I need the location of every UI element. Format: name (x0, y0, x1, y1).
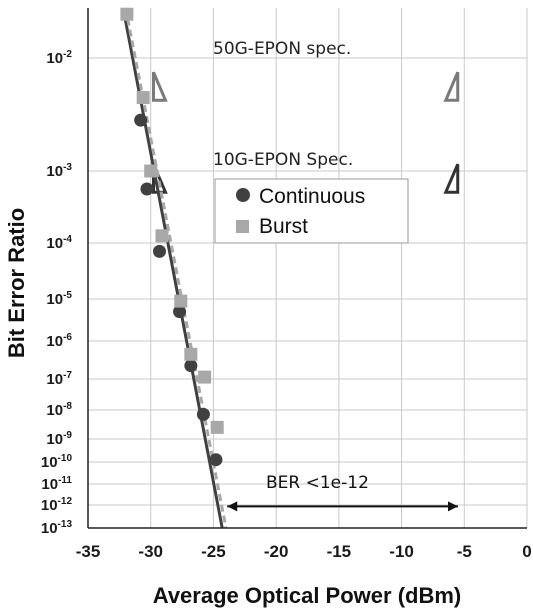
x-tick-label: -5 (457, 542, 472, 561)
y-axis-title: Bit Error Ratio (4, 208, 29, 358)
data-point-continuous (134, 113, 148, 127)
legend-label-continuous: Continuous (259, 185, 365, 208)
legend-marker-continuous (236, 188, 250, 202)
spec-label-10g: 10G-EPON Spec. (213, 150, 353, 170)
data-point-continuous (140, 182, 154, 196)
x-tick-label: -30 (138, 542, 163, 561)
y-tick-label: 10-2 (46, 49, 72, 67)
legend-label-burst: Burst (259, 215, 308, 238)
fit-lines (121, 7, 228, 529)
spec-10g-marker-right (443, 163, 460, 194)
y-tick-label: 10-8 (46, 401, 72, 419)
grid (87, 8, 528, 529)
y-tick-label: 10-13 (41, 519, 73, 537)
y-tick-label: 10-11 (41, 475, 72, 493)
data-point-burst (184, 347, 198, 361)
spec-label-50g: 50G-EPON spec. (213, 39, 351, 59)
data-point-continuous (209, 453, 223, 467)
spec-50g-marker-right (443, 71, 460, 102)
x-axis-title: Average Optical Power (dBm) (153, 583, 461, 608)
y-tick-label: 10-6 (46, 332, 72, 350)
x-tick-label: -35 (76, 542, 101, 561)
ber-arrow-head-right (448, 501, 459, 512)
fit-line-continuous (121, 7, 224, 529)
data-point-continuous (184, 359, 198, 373)
data-point-burst (210, 420, 224, 434)
data-point-burst (120, 7, 134, 21)
y-tick-label: 10-12 (41, 496, 73, 514)
data-point-burst (144, 164, 158, 178)
y-tick-label: 10-9 (46, 430, 72, 448)
y-tick-label: 10-7 (46, 370, 72, 388)
spec-50g-marker-left (151, 71, 168, 102)
legend-marker-burst (236, 220, 249, 233)
ber-arrow-label: BER <1e-12 (266, 473, 369, 493)
x-tick-label: -15 (327, 542, 352, 561)
y-tick-label: 10-5 (46, 290, 72, 308)
axes (87, 8, 527, 529)
x-tick-label: -20 (264, 542, 289, 561)
x-tick-label: -25 (201, 542, 226, 561)
data-point-burst (174, 294, 188, 308)
spec-markers (151, 71, 460, 194)
data-points (120, 7, 224, 467)
legend: Continuous Burst (214, 178, 409, 244)
data-point-continuous (196, 407, 210, 421)
y-tick-label: 10-4 (46, 234, 72, 252)
data-point-burst (198, 370, 212, 384)
data-point-burst (155, 229, 169, 243)
ber-arrow-head-left (227, 501, 238, 512)
data-point-continuous (173, 305, 187, 319)
x-tick-label: -10 (389, 542, 414, 561)
data-point-continuous (152, 244, 166, 258)
y-tick-label: 10-10 (41, 453, 73, 471)
y-tick-label: 10-3 (46, 162, 72, 180)
data-point-burst (136, 91, 150, 105)
x-tick-label: 0 (522, 542, 531, 561)
fit-line-burst (124, 7, 228, 529)
